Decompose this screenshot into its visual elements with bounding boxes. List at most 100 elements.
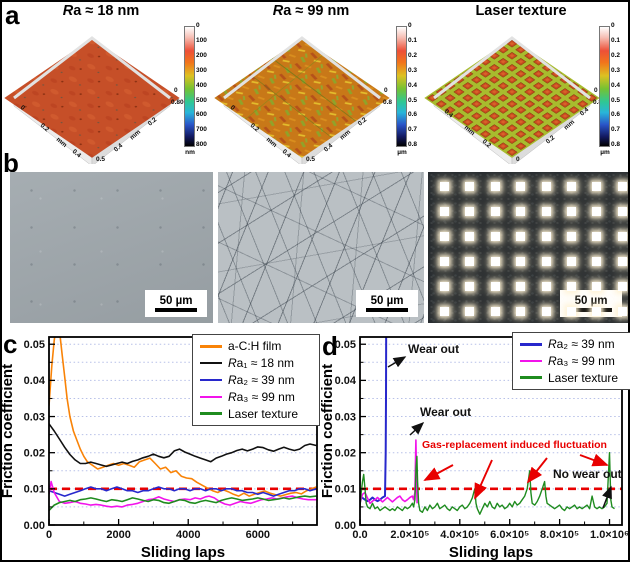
legend-item: Ra₁ ≈ 18 nm: [200, 356, 312, 370]
texture-square: [465, 182, 475, 191]
colorbar-gradient: [599, 26, 610, 147]
texture-square: [516, 282, 526, 291]
svg-text:Friction coefficient: Friction coefficient: [320, 364, 336, 498]
svg-text:Friction coefficient: Friction coefficient: [0, 364, 16, 498]
legend-swatch: [520, 343, 542, 346]
svg-text:0.00: 0.00: [24, 520, 45, 532]
legend-label: Ra₃ ≈ 99 nm: [228, 389, 295, 404]
texture-square: [617, 257, 627, 266]
texture-square: [465, 307, 475, 316]
legend-label: a-C:H film: [228, 339, 282, 354]
svg-text:6.0×10⁵: 6.0×10⁵: [490, 529, 529, 541]
colorbar-gradient: [184, 26, 195, 147]
scale-bar: 50 µm: [145, 290, 207, 317]
legend-label: Ra₂ ≈ 39 nm: [548, 337, 615, 352]
annotation-no-wear-out: No wear out: [553, 467, 622, 481]
texture-square: [567, 257, 576, 266]
svg-text:0.4: 0.4: [71, 148, 83, 159]
panel-label-a: a: [5, 0, 20, 30]
panel-label-d: d: [322, 331, 338, 361]
legend-swatch: [200, 345, 222, 348]
svg-text:6000: 6000: [246, 529, 270, 541]
legend-d: Ra₂ ≈ 39 nm Ra₃ ≈ 99 nm Laser texture: [512, 332, 630, 390]
legend-swatch: [200, 395, 222, 399]
texture-square: [490, 232, 500, 241]
svg-text:0.02: 0.02: [24, 447, 45, 459]
svg-text:0: 0: [46, 529, 52, 541]
texture-square: [516, 232, 526, 241]
texture-square: [617, 207, 627, 216]
svg-text:0.5: 0.5: [306, 156, 315, 163]
texture-square: [567, 232, 576, 241]
legend-label: Ra₂ ≈ 39 nm: [228, 372, 295, 387]
svg-text:0: 0: [594, 87, 598, 94]
texture-square: [465, 257, 475, 266]
scale-bar-label: 50 µm: [574, 294, 608, 307]
legend-item: Laser texture: [200, 407, 312, 421]
texture-square: [592, 307, 602, 316]
texture-square: [541, 257, 551, 266]
texture-square: [617, 232, 627, 241]
surface-title-laser: Laser texture: [475, 3, 567, 19]
legend-swatch: [200, 361, 222, 365]
svg-text:0.0: 0.0: [352, 529, 367, 541]
chart-d-canvas: 0.0 2.0×10⁵ 4.0×10⁵ 6.0×10⁵ 8.0×10⁵ 1.0×10⁶ 0.…: [319, 336, 629, 561]
svg-text:0.01: 0.01: [24, 484, 45, 496]
annotation-wear-out-2: Wear out: [420, 405, 472, 419]
legend-item: Ra₂ ≈ 39 nm: [200, 373, 312, 387]
svg-text:0.8: 0.8: [383, 99, 392, 106]
svg-text:0.5: 0.5: [96, 156, 105, 163]
texture-square: [617, 307, 627, 316]
legend-c: a-C:H film Ra₁ ≈ 18 nm Ra₂ ≈ 39 nm Ra₃ ≈…: [192, 334, 320, 426]
surface-title-ra18: Ra ≈ 18 nm: [62, 3, 140, 19]
legend-item: Ra₃ ≈ 99 nm: [200, 390, 312, 404]
svg-text:0.2: 0.2: [545, 134, 557, 145]
texture-square: [617, 182, 627, 191]
texture-square: [440, 282, 449, 291]
micrograph-laser-texture: 50 µm: [428, 172, 628, 323]
svg-text:0: 0: [516, 156, 520, 163]
scale-bar-line: [366, 308, 408, 312]
svg-text:0.03: 0.03: [24, 411, 45, 423]
svg-text:0.8: 0.8: [593, 99, 602, 106]
svg-text:0.4: 0.4: [443, 108, 455, 119]
svg-text:0.2: 0.2: [481, 138, 493, 149]
texture-square: [567, 182, 576, 191]
scale-bar-line: [155, 308, 197, 312]
texture-square: [465, 282, 475, 291]
legend-swatch: [200, 378, 222, 382]
legend-label: Ra₁ ≈ 18 nm: [228, 356, 294, 371]
texture-square: [490, 282, 500, 291]
svg-text:0.00: 0.00: [335, 520, 356, 532]
micrograph-smooth: 50 µm: [10, 172, 213, 323]
svg-text:0.4: 0.4: [113, 142, 125, 153]
texture-square: [490, 257, 500, 266]
texture-square: [567, 207, 576, 216]
svg-text:0.05: 0.05: [24, 339, 45, 351]
svg-text:0.2: 0.2: [147, 116, 159, 127]
svg-text:2.0×10⁵: 2.0×10⁵: [390, 529, 429, 541]
svg-text:0.4: 0.4: [281, 148, 293, 159]
texture-square: [440, 232, 449, 241]
annotation-wear-out-1: Wear out: [408, 342, 460, 356]
svg-text:Sliding laps: Sliding laps: [141, 544, 225, 561]
texture-square: [440, 182, 449, 191]
colorbar-gradient: [396, 26, 407, 147]
panel-label-c: c: [3, 329, 18, 359]
texture-square: [516, 257, 526, 266]
texture-square: [490, 307, 500, 316]
texture-square: [516, 307, 526, 316]
texture-square: [516, 207, 526, 216]
texture-square: [592, 257, 602, 266]
legend-item: Laser texture: [520, 371, 628, 385]
svg-text:0: 0: [19, 104, 27, 112]
legend-label: Ra₃ ≈ 99 nm: [548, 353, 615, 368]
texture-square: [567, 307, 576, 316]
legend-label: Laser texture: [228, 406, 299, 421]
texture-square: [541, 232, 551, 241]
svg-text:0: 0: [229, 104, 237, 112]
texture-square: [617, 282, 627, 291]
